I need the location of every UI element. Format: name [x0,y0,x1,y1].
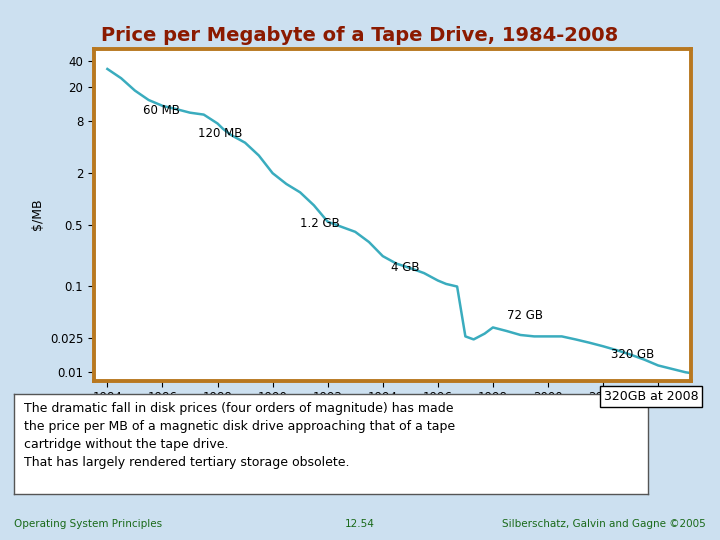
Text: 120 MB: 120 MB [198,127,243,140]
Text: 4 GB: 4 GB [391,261,420,274]
Text: 320GB at 2008: 320GB at 2008 [604,390,698,403]
Text: Price per Megabyte of a Tape Drive, 1984-2008: Price per Megabyte of a Tape Drive, 1984… [102,26,618,45]
Text: 320 GB: 320 GB [611,348,654,361]
Text: 12.54: 12.54 [345,519,375,529]
Text: 1.2 GB: 1.2 GB [300,217,340,230]
Text: Silberschatz, Galvin and Gagne ©2005: Silberschatz, Galvin and Gagne ©2005 [502,519,706,529]
Text: 60 MB: 60 MB [143,104,180,117]
Text: Operating System Principles: Operating System Principles [14,519,163,529]
Text: 72 GB: 72 GB [507,309,543,322]
X-axis label: Year: Year [378,410,407,424]
Y-axis label: $/MB: $/MB [31,199,44,231]
Text: The dramatic fall in disk prices (four orders of magnitude) has made
the price p: The dramatic fall in disk prices (four o… [24,402,455,469]
